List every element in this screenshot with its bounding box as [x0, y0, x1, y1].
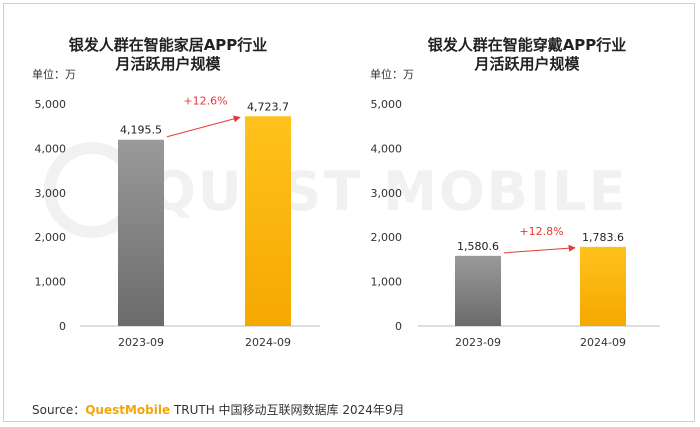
data-labels: 4,195.5 4,723.7 — [120, 100, 289, 136]
growth-arrow — [166, 115, 241, 138]
bar-2023-09 — [455, 255, 501, 326]
data-labels: 1,580.6 1,783.6 — [457, 231, 624, 253]
unit-label: 单位：万 — [32, 67, 76, 81]
bar-2024-09 — [580, 246, 626, 326]
chart-title-line2: 月活跃用户规模 — [473, 55, 580, 73]
x-tick-label: 2023-09 — [455, 336, 501, 349]
growth-annotation: +12.6% — [166, 94, 241, 138]
x-tick-label: 2024-09 — [245, 336, 291, 349]
source-brand: QuestMobile — [85, 403, 171, 417]
watermark-text: QUEST MOBILE — [150, 160, 627, 223]
y-tick-label: 0 — [395, 320, 402, 333]
y-tick-label: 3,000 — [35, 187, 67, 200]
watermark: QUEST MOBILE — [44, 142, 627, 238]
bars — [118, 116, 291, 326]
growth-arrow — [503, 244, 576, 254]
y-tick-label: 5,000 — [371, 98, 403, 111]
x-tick-label: 2023-09 — [118, 336, 164, 349]
data-label: 4,195.5 — [120, 124, 162, 137]
bar-2023-09 — [118, 139, 164, 326]
y-tick-label: 1,000 — [35, 276, 67, 289]
chart-title-line1: 银发人群在智能家居APP行业 — [69, 36, 268, 54]
source-note: Source：QuestMobile TRUTH 中国移动互联网数据库 2024… — [32, 401, 405, 418]
y-tick-label: 3,000 — [371, 187, 403, 200]
y-tick-label: 5,000 — [35, 98, 67, 111]
chart-title-line2: 月活跃用户规模 — [114, 55, 221, 73]
chart-title-line1: 银发人群在智能穿戴APP行业 — [428, 36, 627, 54]
data-label: 4,723.7 — [247, 100, 289, 113]
x-axis: 2023-09 2024-09 — [118, 336, 291, 349]
y-tick-label: 1,000 — [371, 276, 403, 289]
bars — [455, 246, 626, 326]
unit-label: 单位：万 — [370, 67, 414, 81]
x-tick-label: 2024-09 — [580, 336, 626, 349]
growth-label: +12.6% — [183, 94, 227, 107]
y-tick-label: 2,000 — [371, 231, 403, 244]
y-axis: 0 1,000 2,000 3,000 4,000 5,000 — [371, 98, 403, 333]
chart-smart-wearable: 银发人群在智能穿戴APP行业 月活跃用户规模 单位：万 0 1,000 2,000 3… — [370, 36, 660, 349]
source-prefix: Source： — [32, 403, 86, 417]
data-label: 1,580.6 — [457, 240, 499, 253]
y-tick-label: 4,000 — [35, 142, 67, 155]
chart-smart-home: 银发人群在智能家居APP行业 月活跃用户规模 单位：万 0 1,000 2,000 3… — [32, 36, 320, 349]
y-tick-label: 4,000 — [371, 142, 403, 155]
x-axis: 2023-09 2024-09 — [455, 336, 626, 349]
y-axis: 0 1,000 2,000 3,000 4,000 5,000 — [35, 98, 67, 333]
y-tick-label: 0 — [59, 320, 66, 333]
source-suffix: TRUTH 中国移动互联网数据库 2024年9月 — [170, 403, 405, 417]
bar-2024-09 — [245, 116, 291, 326]
growth-annotation: +12.8% — [503, 225, 576, 254]
y-tick-label: 2,000 — [35, 231, 67, 244]
growth-label: +12.8% — [519, 225, 563, 238]
data-label: 1,783.6 — [582, 231, 624, 244]
